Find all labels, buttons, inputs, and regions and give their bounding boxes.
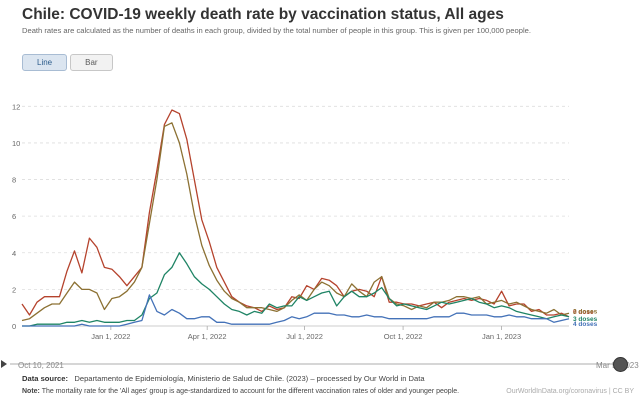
gridlines (22, 105, 569, 327)
timeline-track[interactable] (10, 363, 622, 365)
tab-line[interactable]: Line (22, 54, 68, 71)
owid-link[interactable]: OurWorldInData.org/coronavirus | CC BY (506, 388, 634, 395)
series-label-4-doses: 4 doses (573, 321, 598, 328)
data-source: Data source: Departamento de Epidemiolog… (22, 374, 425, 383)
chart-type-tabs: Line Bar (22, 54, 113, 71)
chart-title: Chile: COVID-19 weekly death rate by vac… (22, 6, 504, 23)
y-tick-label: 4 (12, 249, 16, 258)
y-tick-label: 8 (12, 176, 16, 185)
timeline-end-handle[interactable] (613, 357, 628, 372)
y-tick-label: 6 (12, 212, 16, 221)
y-tick-label: 0 (12, 322, 16, 331)
x-tick-label: Jul 1, 2022 (286, 332, 323, 341)
note-label: Note: (22, 388, 40, 395)
timeline-slider[interactable]: Oct 10, 2021 Mar 5, 2023 (0, 356, 640, 374)
note-text: The mortality rate for the 'All ages' gr… (41, 388, 460, 395)
series-label-0-dose: 0 dose (573, 309, 594, 316)
tab-bar[interactable]: Bar (70, 54, 113, 71)
x-tick-label: Jan 1, 2023 (482, 332, 521, 341)
series-line-4-doses (22, 294, 570, 327)
line-chart: 0 2 4 6 8 10 12 Jan 1, 2022 Apr 1, 2022 Jul 1, 2… (12, 102, 598, 341)
x-tick-label: Apr 1, 2022 (188, 332, 227, 341)
y-axis-ticks: 0 2 4 6 8 10 12 (12, 102, 20, 331)
series-label-2-doses: 2 doses (573, 309, 598, 316)
series-line-3-doses (22, 252, 570, 327)
play-icon[interactable] (1, 360, 7, 368)
source-label: Data source: (22, 374, 69, 383)
x-axis-ticks: Jan 1, 2022 Apr 1, 2022 Jul 1, 2022 Oct 1, … (91, 326, 521, 341)
y-tick-label: 10 (12, 139, 20, 148)
source-text: Departamento de Epidemiología, Ministeri… (74, 374, 425, 383)
x-tick-label: Jan 1, 2022 (91, 332, 130, 341)
y-tick-label: 12 (12, 102, 20, 111)
x-tick-label: Oct 1, 2022 (384, 332, 423, 341)
series-label-3-doses: 3 doses (573, 316, 598, 323)
chart-note: Note: The mortality rate for the 'All ag… (22, 388, 459, 395)
chart-subtitle: Death rates are calculated as the number… (22, 26, 531, 35)
y-tick-label: 2 (12, 285, 16, 294)
series-line-2-doses (21, 122, 570, 322)
timeline-start-label: Oct 10, 2021 (18, 361, 64, 370)
series-line-0-dose (21, 109, 570, 318)
series-lines (21, 109, 570, 327)
